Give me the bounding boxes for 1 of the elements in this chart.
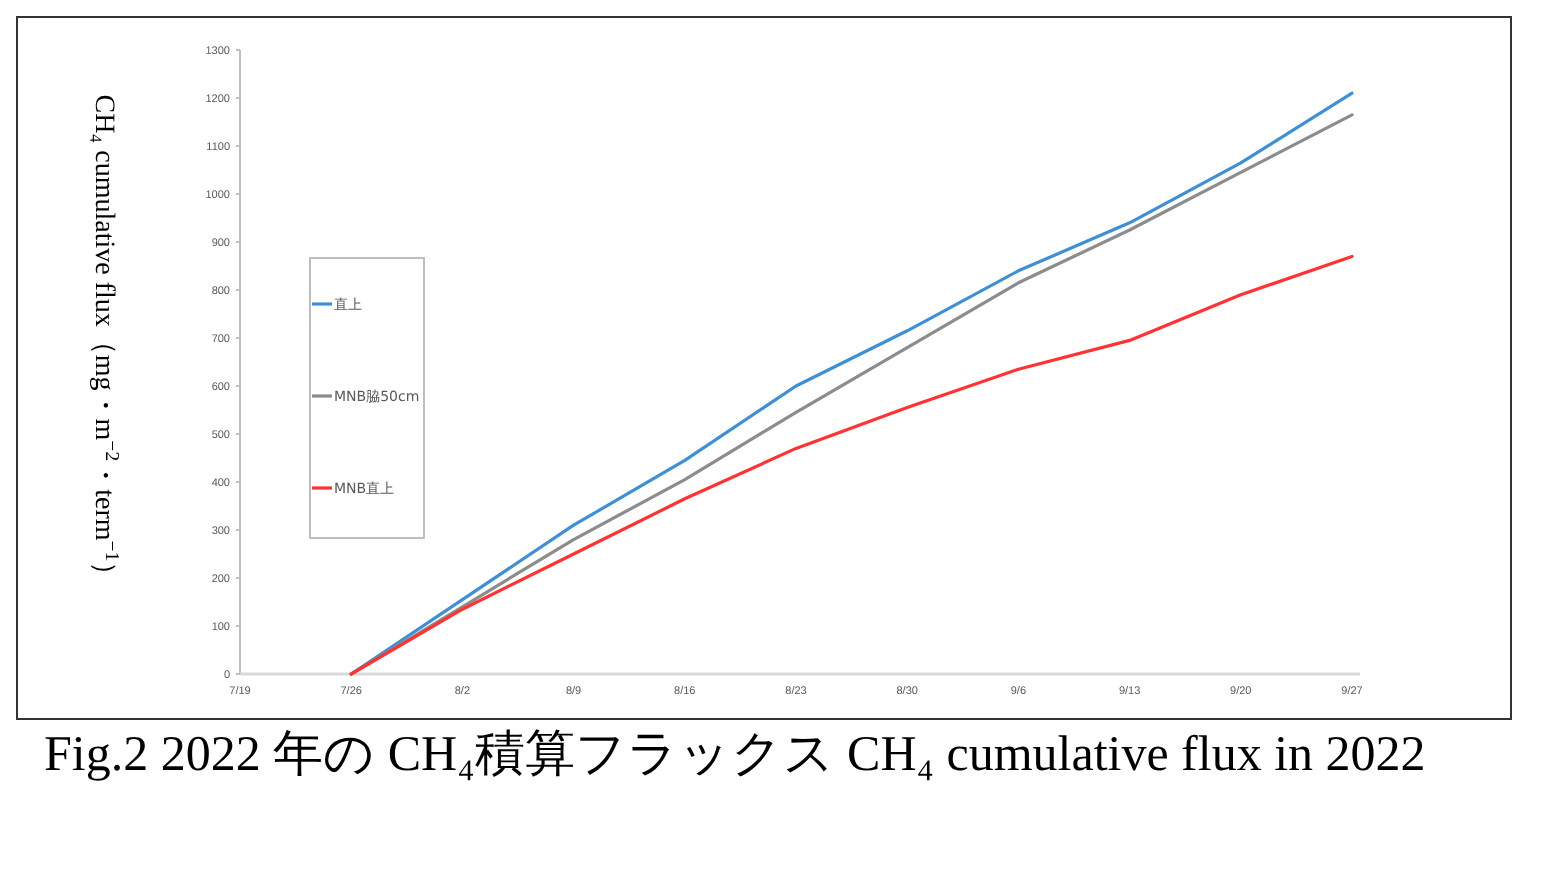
caption: Fig.2 2022 年の CH₄積算フラックス CH₄ cumulative flux in 2022 [44,726,1428,786]
